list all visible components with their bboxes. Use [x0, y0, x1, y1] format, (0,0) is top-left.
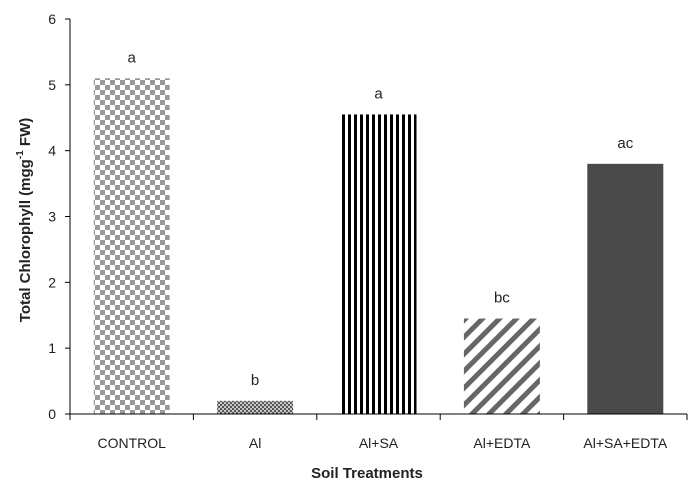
y-tick-label: 5 — [48, 77, 56, 93]
bar-al-edta — [463, 318, 540, 414]
bar-control — [93, 78, 170, 414]
data-label: bc — [494, 290, 510, 307]
x-tick-label: Al+EDTA — [473, 435, 531, 451]
y-tick-label: 1 — [48, 340, 56, 356]
y-tick-label: 6 — [48, 11, 56, 27]
y-tick-label: 2 — [48, 274, 56, 290]
bar-al-sa — [340, 114, 417, 414]
y-axis-ticks: 0 1 2 3 4 5 6 — [48, 11, 70, 422]
x-tick-label: Al — [249, 435, 261, 451]
y-axis-title-suffix: FW) — [17, 118, 34, 150]
y-tick-label: 3 — [48, 209, 56, 225]
bar-al — [217, 400, 294, 414]
bar-al-sa-edta — [587, 163, 664, 414]
x-axis-labels: CONTROL Al Al+SA Al+EDTA Al+SA+EDTA — [97, 435, 667, 451]
data-label: a — [374, 85, 383, 102]
data-label: ac — [617, 135, 633, 152]
x-tick-label: Al+SA+EDTA — [583, 435, 667, 451]
x-tick-label: CONTROL — [97, 435, 166, 451]
y-tick-label: 4 — [48, 143, 56, 159]
y-axis-title-superscript: -1 — [15, 150, 26, 159]
data-label: a — [128, 49, 137, 66]
y-axis-title-main: Total Chlorophyll (mgg — [17, 159, 34, 322]
y-axis-title: Total Chlorophyll (mgg-1 FW) — [15, 118, 34, 322]
y-tick-label: 0 — [48, 406, 56, 422]
bars — [93, 78, 664, 414]
x-tick-label: Al+SA — [359, 435, 399, 451]
x-axis-title: Soil Treatments — [311, 465, 423, 482]
axes — [69, 19, 688, 420]
data-label: b — [251, 372, 259, 389]
data-labels: a b a bc ac — [128, 49, 634, 389]
